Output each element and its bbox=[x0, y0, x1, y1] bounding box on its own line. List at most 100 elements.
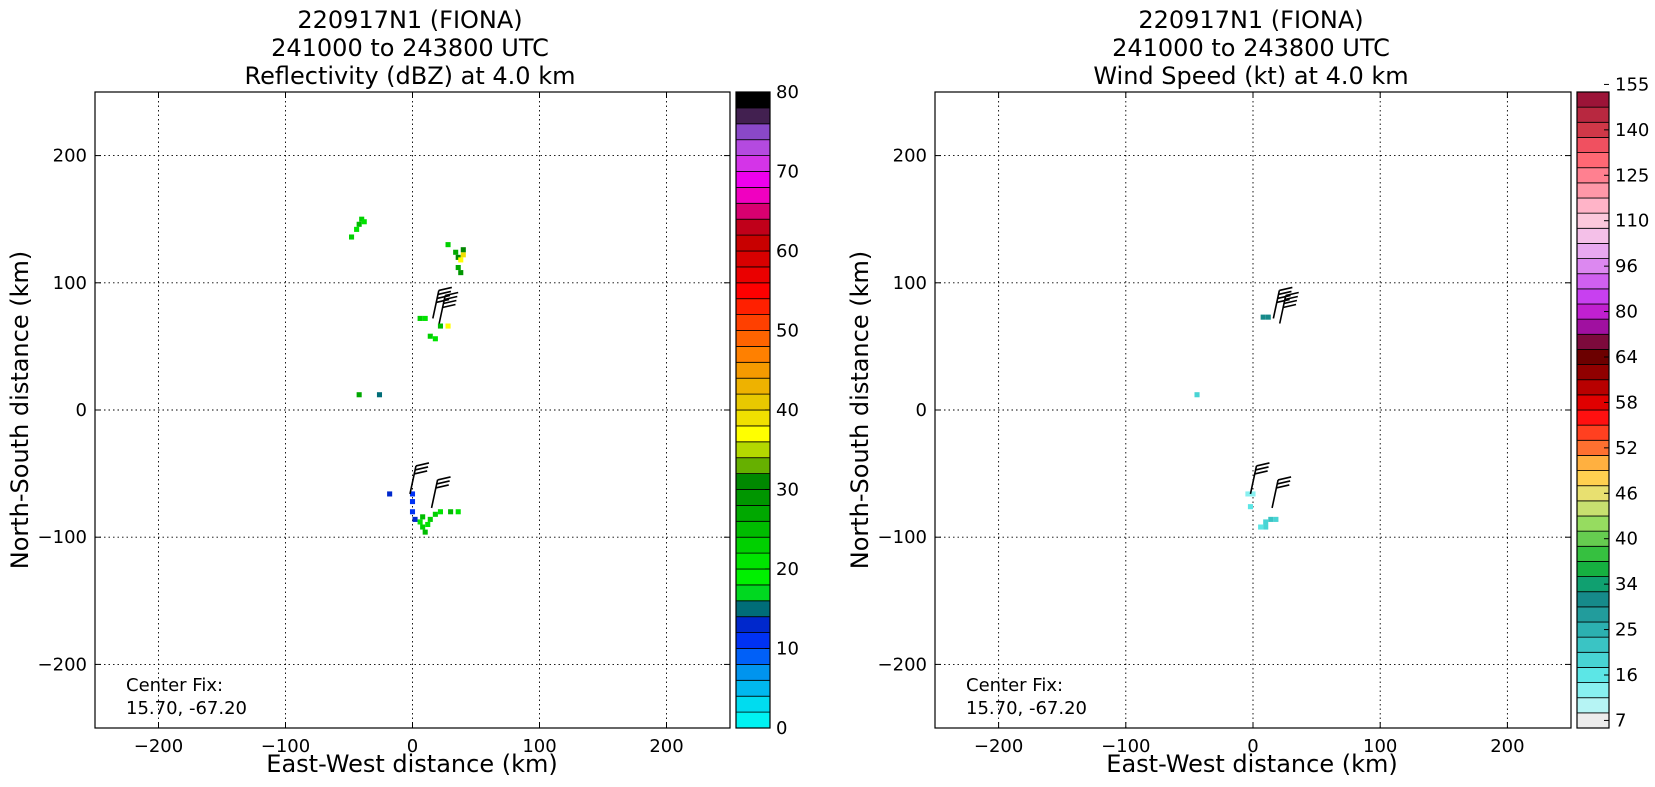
barb-feather bbox=[1277, 294, 1291, 300]
barb-staff bbox=[1271, 479, 1279, 509]
colorbar-band bbox=[1576, 227, 1610, 244]
barb-feather bbox=[1276, 298, 1290, 304]
data-cell bbox=[445, 323, 451, 329]
colorbar-band bbox=[735, 632, 771, 649]
colorbar-band bbox=[735, 155, 771, 172]
colorbar-band bbox=[1576, 364, 1610, 381]
data-cell bbox=[460, 252, 466, 258]
y-tick-label: 0 bbox=[916, 400, 927, 421]
data-cell bbox=[417, 315, 423, 321]
colorbar-band bbox=[735, 218, 771, 236]
data-cell bbox=[1263, 519, 1269, 525]
data-cell bbox=[445, 242, 451, 248]
data-cell bbox=[376, 392, 383, 398]
colorbar-tick-label: 30 bbox=[776, 480, 799, 501]
colorbar-band bbox=[1576, 561, 1610, 577]
data-cell bbox=[409, 509, 416, 515]
barb-feather bbox=[1278, 290, 1292, 296]
colorbar-band bbox=[1576, 470, 1610, 487]
colorbar-band bbox=[735, 616, 771, 634]
y-tick-label: 100 bbox=[53, 273, 87, 294]
barb-feather bbox=[436, 294, 451, 300]
colorbar-band bbox=[735, 91, 771, 109]
colorbar-tick-label: 25 bbox=[1615, 620, 1638, 641]
data-cell bbox=[417, 519, 423, 525]
colorbar-band bbox=[1576, 182, 1610, 199]
colorbar-band bbox=[735, 600, 771, 618]
colorbar-band bbox=[735, 568, 771, 586]
colorbar-tick-label: 58 bbox=[1615, 392, 1638, 413]
data-cells bbox=[1194, 314, 1279, 530]
colorbar-band bbox=[1576, 288, 1610, 305]
colorbar-band bbox=[735, 473, 771, 490]
colorbar-band bbox=[1576, 197, 1610, 214]
colorbar-band bbox=[735, 171, 771, 188]
colorbar-tick-label: 70 bbox=[776, 162, 799, 183]
data-cell bbox=[412, 516, 418, 522]
axis-ticks: −200 −100 0 100 200 −200 −100 0 100 200 bbox=[38, 92, 730, 757]
data-cells bbox=[349, 216, 466, 535]
data-cell bbox=[349, 234, 355, 240]
data-cell bbox=[455, 254, 461, 260]
colorbar-band bbox=[1576, 409, 1610, 426]
colorbar-band bbox=[735, 314, 771, 331]
data-cell bbox=[1260, 314, 1266, 320]
data-cell bbox=[359, 216, 365, 222]
center-fix-label: Center Fix: bbox=[126, 675, 223, 696]
title-line-1: 220917N1 (FIONA) bbox=[1138, 6, 1363, 34]
data-cell bbox=[448, 509, 454, 515]
y-tick-label: 100 bbox=[893, 273, 927, 294]
colorbar-band bbox=[1576, 636, 1610, 653]
colorbar-band bbox=[1576, 455, 1610, 471]
barb-feather bbox=[444, 291, 459, 297]
colorbar-tick-label: 52 bbox=[1615, 438, 1638, 459]
center-fix-value: 15.70, -67.20 bbox=[966, 698, 1087, 719]
colorbar-band bbox=[1576, 318, 1610, 335]
data-cell bbox=[1250, 491, 1256, 497]
barb-feather bbox=[435, 298, 450, 304]
data-cell bbox=[409, 499, 416, 505]
colorbar-band bbox=[1576, 515, 1610, 532]
barb-feather bbox=[1279, 286, 1293, 292]
colorbar-band bbox=[735, 409, 771, 427]
data-cell bbox=[1258, 524, 1264, 530]
barb-staff bbox=[438, 295, 446, 324]
colorbar: 7 16 25 34 40 46 52 58 64 80 96 110 125 140 155 bbox=[1576, 74, 1649, 731]
colorbar-tick-label: 34 bbox=[1615, 574, 1638, 595]
data-cell bbox=[458, 270, 464, 276]
y-axis-label: North-South distance (km) bbox=[6, 251, 34, 570]
colorbar-frame bbox=[1576, 91, 1610, 729]
colorbar-tick-label: 125 bbox=[1615, 165, 1649, 186]
data-cell bbox=[427, 516, 433, 522]
colorbar-tick-label: 46 bbox=[1615, 483, 1638, 504]
barb-feather bbox=[435, 484, 449, 489]
colorbar-band bbox=[735, 393, 771, 411]
colorbar-band bbox=[1576, 243, 1610, 259]
barb-feather bbox=[413, 470, 428, 475]
colorbar-tick-label: 16 bbox=[1615, 665, 1638, 686]
barb-staff bbox=[409, 465, 417, 495]
colorbar-band bbox=[735, 648, 771, 665]
colorbar-tick-label: 40 bbox=[776, 400, 799, 421]
data-cell bbox=[1265, 314, 1271, 320]
barb-feather bbox=[1255, 466, 1269, 471]
center-fix-value: 15.70, -67.20 bbox=[126, 698, 247, 719]
barb-feather bbox=[444, 295, 458, 301]
data-cell bbox=[458, 257, 464, 263]
title-line-2: 241000 to 243800 UTC bbox=[271, 34, 549, 62]
barb-feather bbox=[1276, 484, 1290, 489]
colorbar-band bbox=[735, 345, 771, 363]
grid-lines bbox=[95, 92, 730, 728]
barb-feather bbox=[443, 299, 457, 305]
colorbar-band bbox=[735, 520, 771, 538]
data-cell bbox=[354, 226, 360, 232]
colorbar-band bbox=[735, 266, 771, 284]
barb-feather bbox=[1283, 299, 1298, 305]
barb-feather bbox=[1277, 476, 1292, 481]
y-tick-label: −100 bbox=[38, 527, 87, 548]
barb-staff bbox=[1272, 290, 1281, 319]
data-cell bbox=[455, 264, 461, 271]
colorbar-band bbox=[1576, 500, 1610, 517]
colorbar-tick-label: 155 bbox=[1615, 74, 1649, 95]
colorbar-band bbox=[735, 250, 771, 268]
